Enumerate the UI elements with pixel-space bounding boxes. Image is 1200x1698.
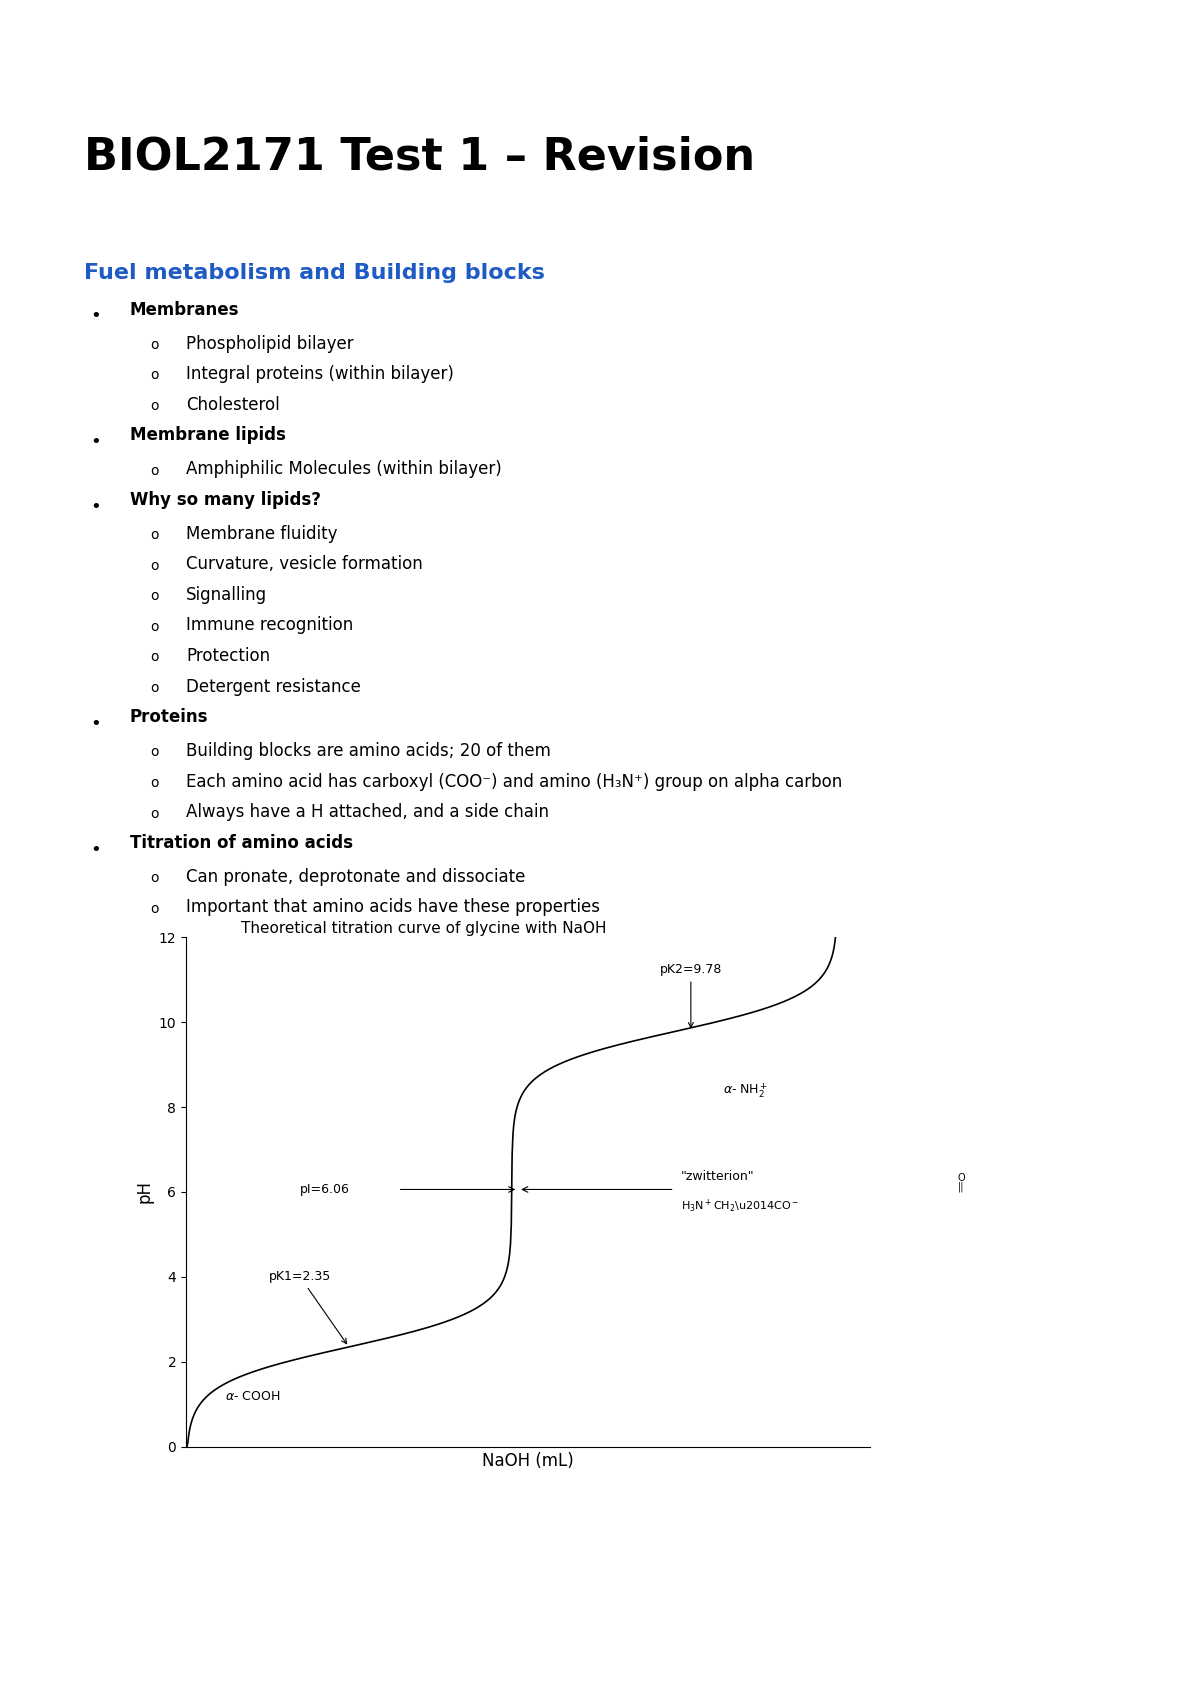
Text: Titration of amino acids: Titration of amino acids <box>130 834 353 852</box>
Text: Protection: Protection <box>186 647 270 666</box>
Text: Phospholipid bilayer: Phospholipid bilayer <box>186 335 354 353</box>
Text: o: o <box>150 399 158 413</box>
Text: o: o <box>150 589 158 603</box>
Text: o: o <box>150 745 158 759</box>
Y-axis label: pH: pH <box>136 1180 154 1204</box>
X-axis label: NaOH (mL): NaOH (mL) <box>482 1452 574 1470</box>
Text: •: • <box>90 433 101 452</box>
Text: "zwitterion": "zwitterion" <box>682 1170 755 1184</box>
Text: •: • <box>90 715 101 734</box>
Text: Detergent resistance: Detergent resistance <box>186 678 361 696</box>
Text: Important that amino acids have these properties: Important that amino acids have these pr… <box>186 898 600 917</box>
Text: pK2=9.78: pK2=9.78 <box>660 963 722 1027</box>
Text: $\alpha$- NH$_2^+$: $\alpha$- NH$_2^+$ <box>724 1082 769 1100</box>
Text: Always have a H attached, and a side chain: Always have a H attached, and a side cha… <box>186 803 550 822</box>
Text: o: o <box>150 528 158 542</box>
Text: H$_3$N$^+$CH$_2$\u2014CO$^-$: H$_3$N$^+$CH$_2$\u2014CO$^-$ <box>682 1199 799 1216</box>
Text: Membrane lipids: Membrane lipids <box>130 426 286 445</box>
Text: o: o <box>150 650 158 664</box>
Text: o: o <box>150 368 158 382</box>
Text: o: o <box>150 776 158 790</box>
Text: Integral proteins (within bilayer): Integral proteins (within bilayer) <box>186 365 454 384</box>
Text: Cholesterol: Cholesterol <box>186 396 280 414</box>
Text: Membrane fluidity: Membrane fluidity <box>186 525 337 543</box>
Text: o: o <box>150 464 158 477</box>
Text: Building blocks are amino acids; 20 of them: Building blocks are amino acids; 20 of t… <box>186 742 551 761</box>
Text: o: o <box>150 559 158 572</box>
Text: Fuel metabolism and Building blocks: Fuel metabolism and Building blocks <box>84 263 545 284</box>
Text: BIOL2171 Test 1 – Revision: BIOL2171 Test 1 – Revision <box>84 136 755 178</box>
Text: Can pronate, deprotonate and dissociate: Can pronate, deprotonate and dissociate <box>186 868 526 886</box>
Text: o: o <box>150 902 158 915</box>
Text: O
||: O || <box>958 1173 965 1192</box>
Text: Why so many lipids?: Why so many lipids? <box>130 491 320 509</box>
Text: •: • <box>90 841 101 859</box>
Text: Immune recognition: Immune recognition <box>186 616 353 635</box>
Text: o: o <box>150 807 158 820</box>
Text: Each amino acid has carboxyl (COO⁻) and amino (H₃N⁺) group on alpha carbon: Each amino acid has carboxyl (COO⁻) and … <box>186 773 842 791</box>
Text: pK1=2.35: pK1=2.35 <box>269 1270 347 1343</box>
Text: •: • <box>90 498 101 516</box>
Text: Theoretical titration curve of glycine with NaOH: Theoretical titration curve of glycine w… <box>241 920 606 936</box>
Text: o: o <box>150 338 158 351</box>
Text: o: o <box>150 620 158 633</box>
Text: o: o <box>150 871 158 885</box>
Text: Curvature, vesicle formation: Curvature, vesicle formation <box>186 555 422 574</box>
Text: o: o <box>150 681 158 694</box>
Text: pI=6.06: pI=6.06 <box>300 1184 350 1195</box>
Text: Membranes: Membranes <box>130 301 239 319</box>
Text: Amphiphilic Molecules (within bilayer): Amphiphilic Molecules (within bilayer) <box>186 460 502 479</box>
Text: $\alpha$- COOH: $\alpha$- COOH <box>226 1391 281 1403</box>
Text: Proteins: Proteins <box>130 708 208 727</box>
Text: •: • <box>90 307 101 326</box>
Text: Signalling: Signalling <box>186 586 268 604</box>
